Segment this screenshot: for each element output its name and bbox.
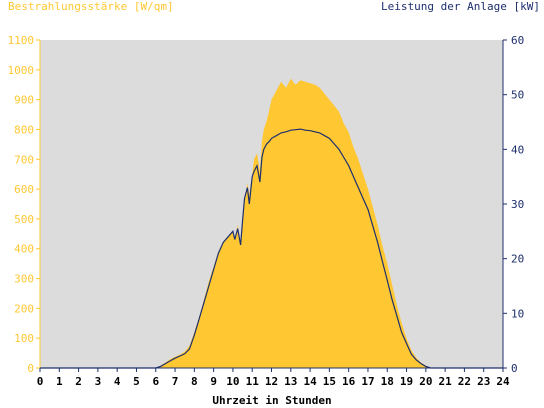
x-tick-label: 19 xyxy=(400,375,413,388)
y2-tick-label: 40 xyxy=(511,143,524,156)
power-line-layer xyxy=(40,128,503,369)
y-tick-label: 300 xyxy=(14,273,34,286)
axes: 0100200300400500600700800900100011000102… xyxy=(8,34,525,388)
y-tick-label: 600 xyxy=(14,183,34,196)
x-tick-label: 5 xyxy=(133,375,140,388)
x-tick-label: 23 xyxy=(477,375,490,388)
y-tick-label: 400 xyxy=(14,243,34,256)
y2-tick-label: 50 xyxy=(511,89,524,102)
y2-tick-label: 60 xyxy=(511,34,524,47)
x-tick-label: 0 xyxy=(37,375,44,388)
x-tick-label: 12 xyxy=(265,375,278,388)
y2-tick-label: 30 xyxy=(511,198,524,211)
x-tick-label: 9 xyxy=(210,375,217,388)
y-tick-label: 200 xyxy=(14,302,34,315)
x-tick-label: 4 xyxy=(114,375,121,388)
x-tick-label: 3 xyxy=(95,375,102,388)
x-tick-label: 16 xyxy=(342,375,356,388)
x-tick-label: 7 xyxy=(172,375,179,388)
y2-tick-label: 0 xyxy=(511,362,518,375)
y2-tick-label: 10 xyxy=(511,307,524,320)
x-tick-label: 17 xyxy=(361,375,374,388)
x-tick-label: 13 xyxy=(284,375,297,388)
left-axis-title: Bestrahlungsstärke [W/qm] xyxy=(8,0,174,13)
irradiance-area xyxy=(40,78,503,369)
x-tick-label: 10 xyxy=(226,375,239,388)
y2-tick-label: 20 xyxy=(511,253,524,266)
y-tick-label: 700 xyxy=(14,153,34,166)
x-tick-label: 6 xyxy=(152,375,159,388)
x-tick-label: 11 xyxy=(246,375,260,388)
power-line xyxy=(40,128,503,369)
y-tick-label: 1100 xyxy=(8,34,35,47)
right-axis-title: Leistung der Anlage [kW] xyxy=(381,0,540,13)
y-tick-label: 0 xyxy=(27,362,34,375)
x-tick-label: 1 xyxy=(56,375,63,388)
y-tick-label: 100 xyxy=(14,332,34,345)
x-tick-label: 21 xyxy=(439,375,453,388)
x-tick-label: 24 xyxy=(496,375,510,388)
x-tick-label: 22 xyxy=(458,375,471,388)
x-tick-label: 20 xyxy=(419,375,432,388)
y-tick-label: 1000 xyxy=(8,64,35,77)
irradiance-area-layer xyxy=(40,78,503,369)
y-tick-label: 900 xyxy=(14,94,34,107)
x-tick-label: 14 xyxy=(303,375,317,388)
x-tick-label: 8 xyxy=(191,375,198,388)
x-tick-label: 18 xyxy=(381,375,394,388)
x-axis-title: Uhrzeit in Stunden xyxy=(212,394,332,407)
x-tick-label: 2 xyxy=(75,375,82,388)
y-tick-label: 500 xyxy=(14,213,34,226)
y-tick-label: 800 xyxy=(14,123,34,136)
x-tick-label: 15 xyxy=(323,375,336,388)
